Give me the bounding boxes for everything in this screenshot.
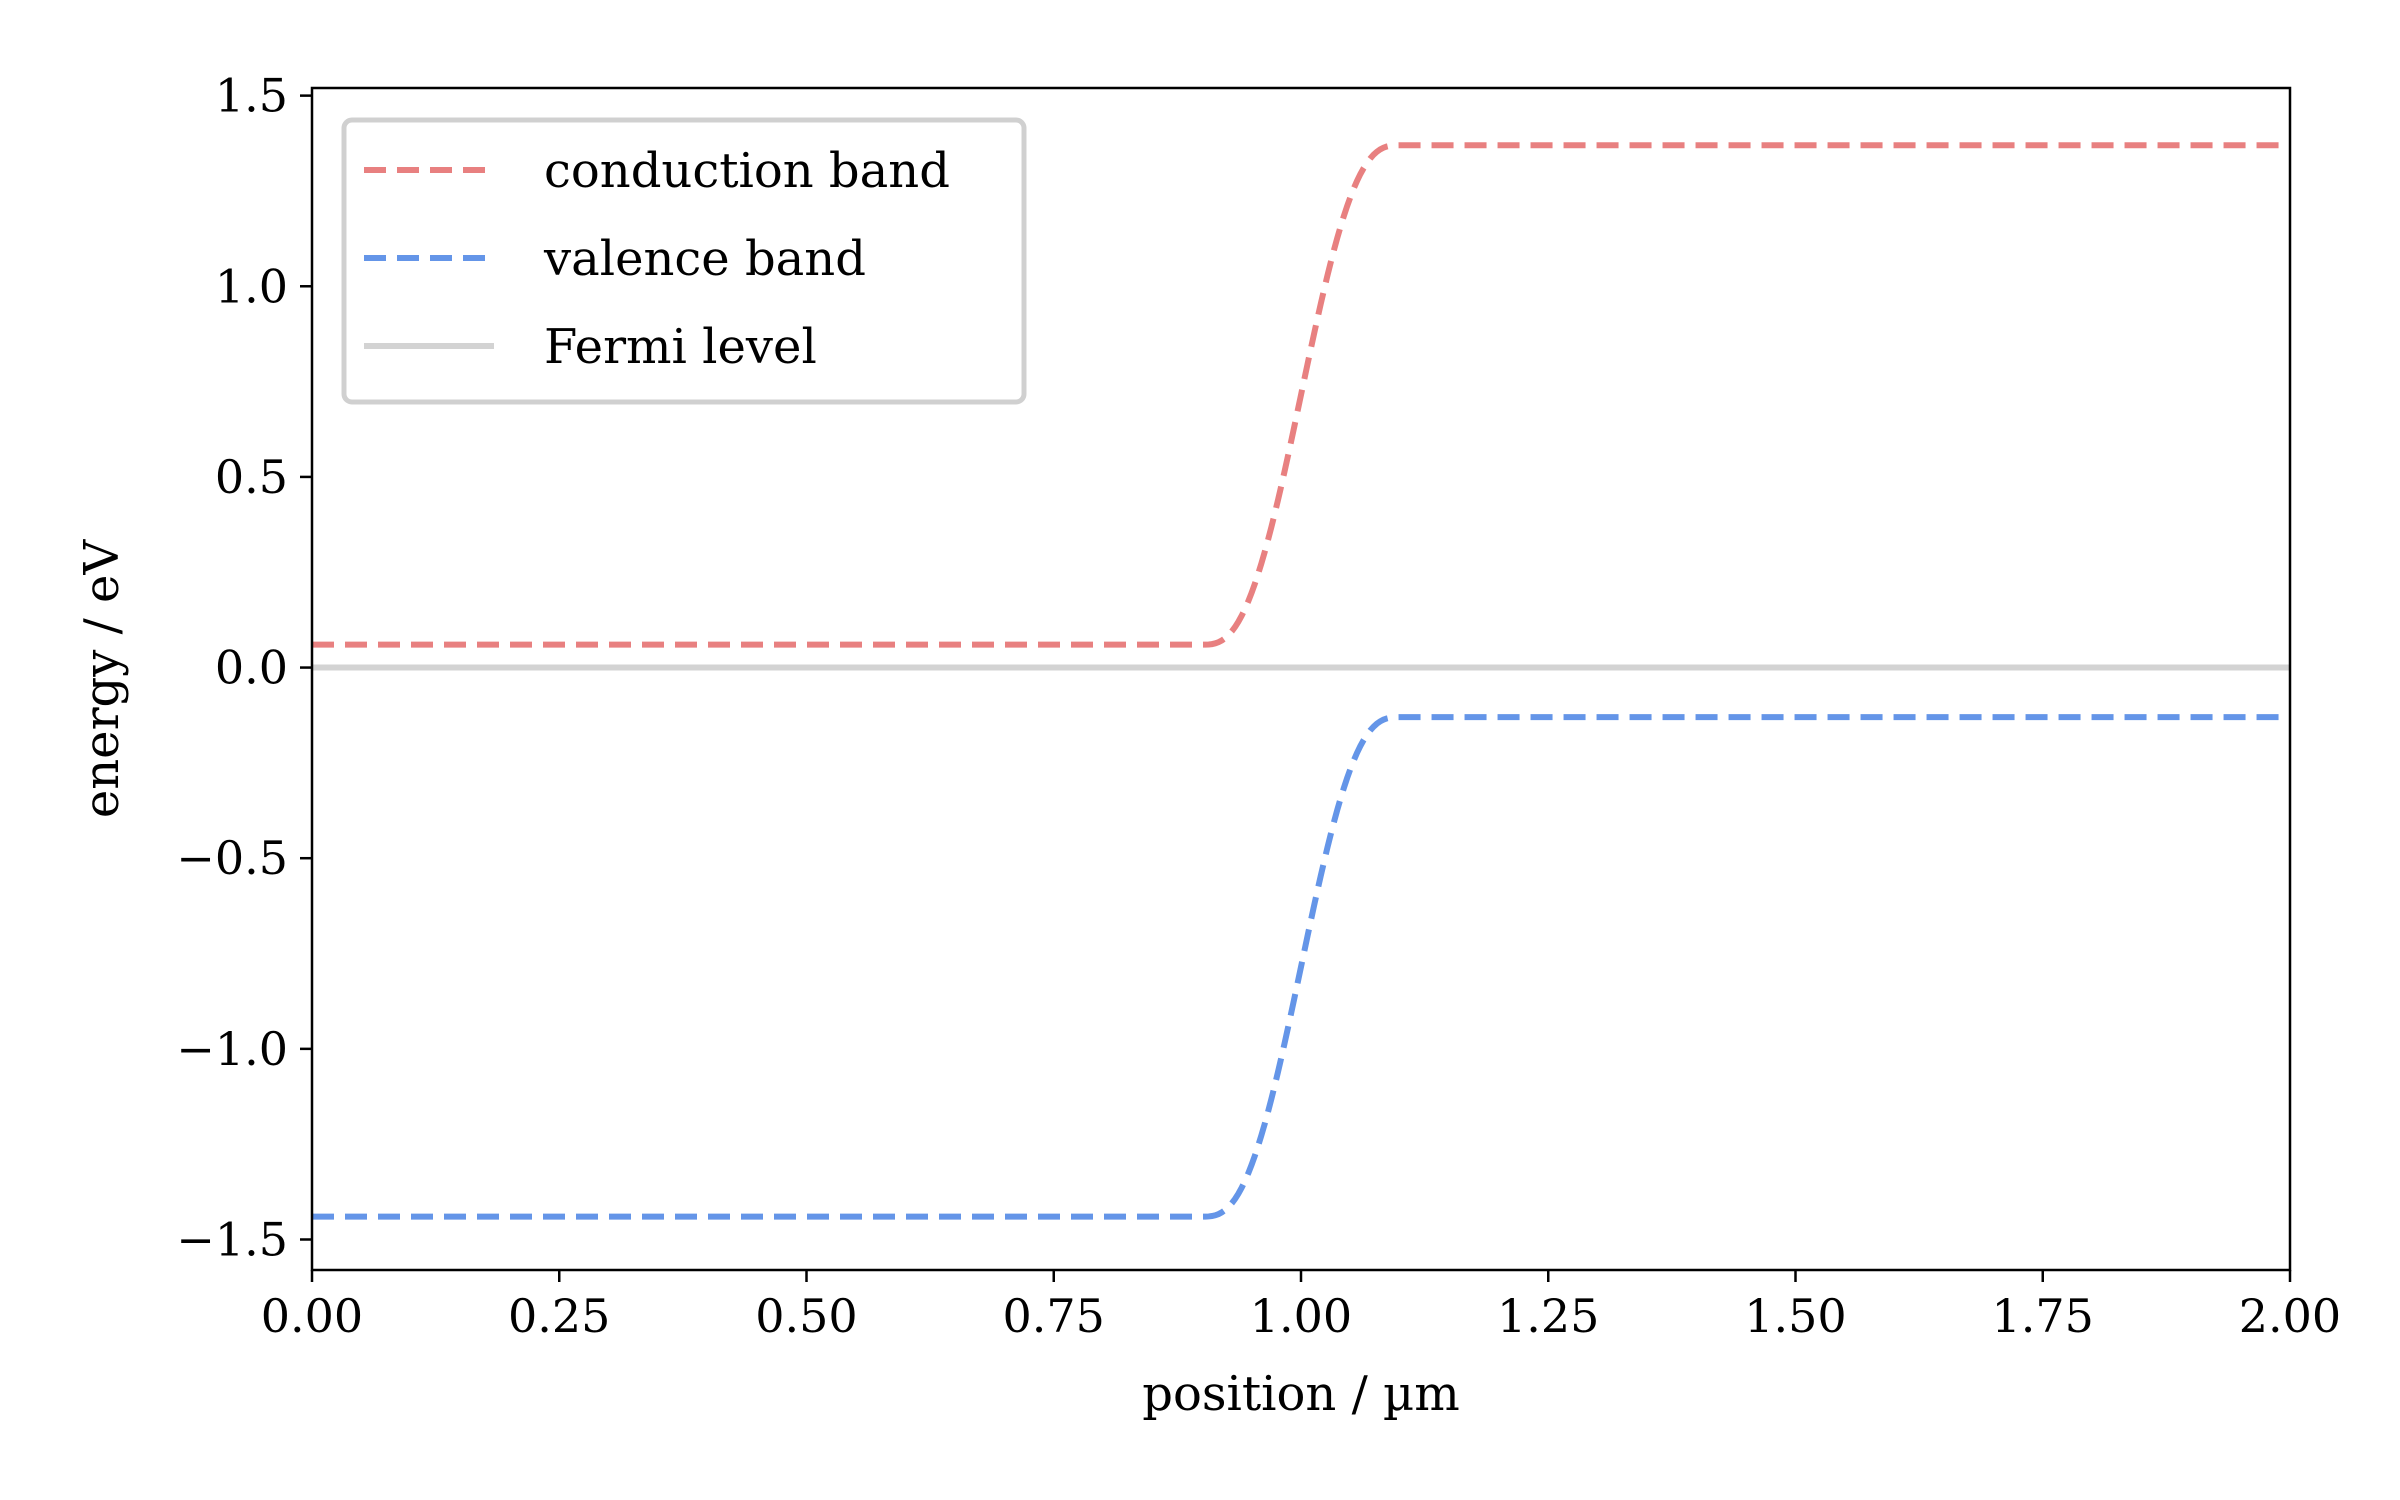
conduction-band-line [312, 142, 2290, 648]
plot-lines [312, 142, 2290, 1220]
legend-box [341, 117, 1027, 405]
y-axis-ticks: −1.5 −1.0 −0.5 0.0 0.5 1.0 1.5 [176, 69, 312, 1266]
y-tick-label: −1.5 [176, 1212, 288, 1266]
legend-label-valence-band: valence band [543, 231, 866, 287]
x-tick-label: 0.00 [261, 1289, 363, 1343]
y-tick-label: −0.5 [176, 831, 288, 885]
x-axis-label: position / µm [1142, 1366, 1459, 1422]
x-tick-label: 1.75 [1992, 1289, 2094, 1343]
y-tick-label: 0.5 [215, 450, 288, 504]
x-tick-label: 1.00 [1250, 1289, 1352, 1343]
valence-band-line [312, 714, 2290, 1220]
x-tick-label: 0.50 [755, 1289, 857, 1343]
legend-label-fermi-level: Fermi level [544, 319, 817, 375]
x-tick-label: 0.25 [508, 1289, 610, 1343]
legend: conduction band valence band Fermi level [341, 117, 1027, 405]
y-tick-label: 1.0 [215, 259, 288, 313]
legend-label-conduction-band: conduction band [544, 143, 950, 199]
x-tick-label: 0.75 [1003, 1289, 1105, 1343]
x-tick-label: 1.50 [1744, 1289, 1846, 1343]
y-tick-label: −1.0 [176, 1022, 288, 1076]
x-axis-ticks: 0.00 0.25 0.50 0.75 1.00 1.25 1.50 1.75 2.00 [261, 1270, 2341, 1343]
y-tick-label: 0.0 [215, 641, 288, 695]
y-tick-label: 1.5 [215, 69, 288, 123]
x-tick-label: 1.25 [1497, 1289, 1599, 1343]
y-axis-label: energy / eV [74, 539, 130, 819]
x-tick-label: 2.00 [2239, 1289, 2341, 1343]
